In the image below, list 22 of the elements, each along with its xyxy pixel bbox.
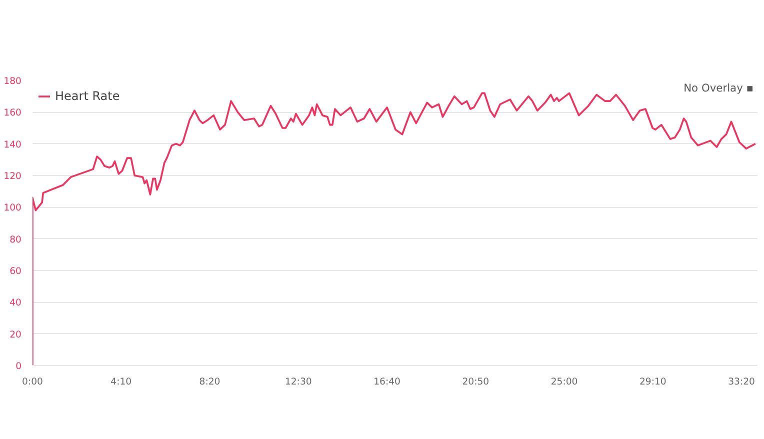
y-tick-label: 100: [4, 202, 22, 214]
annotation: No Overlay ▪: [684, 82, 754, 94]
x-tick-label: 16:40: [374, 376, 401, 388]
x-tick-label: 29:10: [639, 376, 666, 388]
x-tick-label: 33:20: [728, 376, 756, 388]
line-series: [32, 92, 756, 366]
y-tick-label: 20: [10, 329, 22, 340]
y-tick-label: 120: [4, 171, 22, 182]
y-tick-label: 40: [10, 298, 22, 309]
y-tick-label: 60: [10, 266, 22, 277]
y-tick-label: 0: [16, 361, 22, 372]
x-tick-label: 20:50: [462, 376, 490, 388]
y-tick-label: 180: [4, 76, 22, 87]
y-tick-label: 140: [4, 139, 22, 150]
x-tick-label: 25:00: [550, 376, 578, 388]
x-tick-label: 4:10: [110, 376, 132, 388]
y-tick-label: 160: [4, 108, 22, 119]
x-tick-label: 12:30: [284, 376, 312, 388]
x-tick-label: 8:20: [199, 376, 220, 388]
y-tick-label: 80: [10, 234, 22, 246]
legend-label: Heart Rate: [55, 89, 120, 103]
x-tick-label: 0:00: [22, 376, 44, 388]
